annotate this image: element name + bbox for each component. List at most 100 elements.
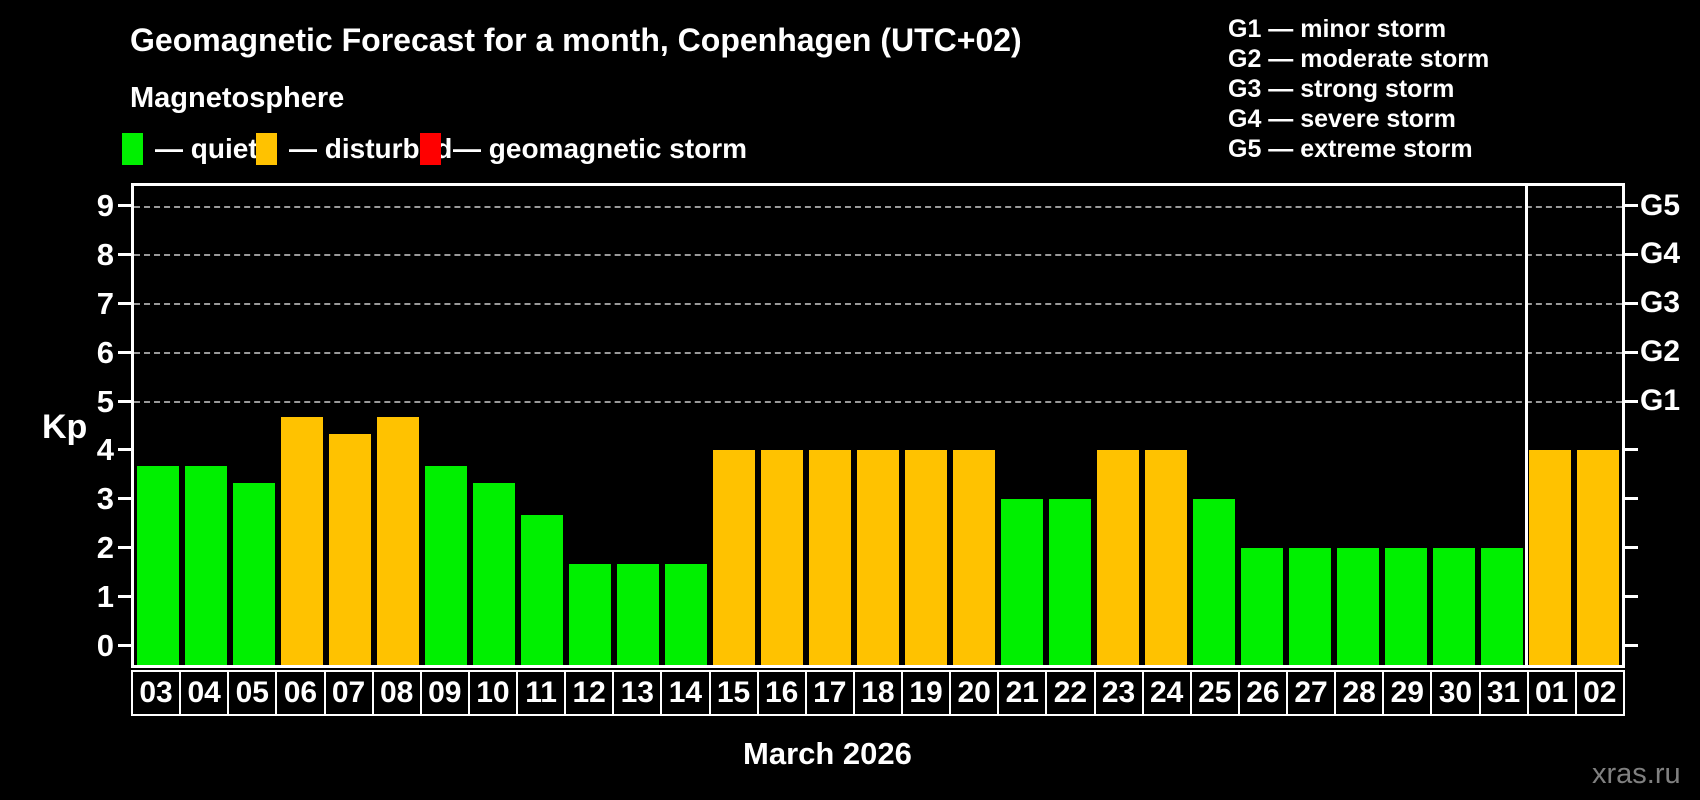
day-label-28: 28 [1334, 670, 1385, 716]
kp-bar-day-31 [1481, 547, 1523, 665]
legend-label-storm: — geomagnetic storm [453, 133, 748, 164]
gridline-kp5 [134, 401, 1622, 404]
right-tick-kp9 [1625, 204, 1638, 208]
left-tick-kp9 [118, 204, 131, 208]
right-tick-kp2 [1625, 546, 1638, 550]
g-scale-label-g5: G5 [1640, 188, 1681, 222]
gridline-kp7 [134, 303, 1622, 306]
legend-item-storm: — geomagnetic storm [420, 133, 747, 165]
right-tick-kp0 [1625, 643, 1638, 647]
y-tick-label-3: 3 [96, 481, 114, 517]
kp-bar-day-26 [1241, 547, 1283, 665]
right-tick-kp3 [1625, 497, 1638, 501]
left-tick-kp0 [118, 643, 131, 647]
y-tick-label-1: 1 [96, 579, 114, 615]
x-axis-title: March 2026 [743, 736, 912, 771]
legend-label-quiet: — quiet [155, 133, 258, 164]
y-tick-label-4: 4 [96, 432, 114, 468]
day-label-11: 11 [516, 670, 567, 716]
y-tick-label-2: 2 [96, 530, 114, 566]
day-label-31: 31 [1478, 670, 1529, 716]
kp-bar-chart: 0 1 2 3 4 5 6 7 8 9 G1 G2 G3 G4 G5 [97, 183, 1680, 668]
kp-bar-day-04 [185, 466, 227, 665]
chart-subtitle: Magnetosphere [130, 82, 345, 114]
kp-bar-day-14 [665, 563, 707, 665]
day-label-10: 10 [467, 670, 518, 716]
disturbed-color-swatch [256, 133, 277, 165]
day-label-15: 15 [708, 670, 759, 716]
day-label-03: 03 [131, 670, 182, 716]
day-label-24: 24 [1141, 670, 1192, 716]
storm-scale-g3: G3 — strong storm [1228, 75, 1455, 103]
storm-scale-g1: G1 — minor storm [1228, 15, 1447, 43]
day-label-01: 01 [1526, 670, 1577, 716]
kp-bar-day-18 [857, 449, 899, 665]
day-label-25: 25 [1189, 670, 1240, 716]
kp-bar-day-22 [1049, 498, 1091, 665]
kp-bar-day-13 [617, 563, 659, 665]
day-label-20: 20 [949, 670, 1000, 716]
g-scale-label-g4: G4 [1640, 237, 1681, 271]
chart-title: Geomagnetic Forecast for a month, Copenh… [130, 22, 1022, 58]
g-scale-label-g3: G3 [1640, 286, 1681, 320]
kp-bar-day-15 [713, 449, 755, 665]
kp-bar-day-12 [569, 563, 611, 665]
kp-bar-day-16 [761, 449, 803, 665]
day-label-26: 26 [1237, 670, 1288, 716]
kp-bar-day-25 [1193, 498, 1235, 665]
left-tick-kp2 [118, 546, 131, 550]
kp-bar-day-08 [377, 417, 419, 665]
kp-bar-day-30 [1433, 547, 1475, 665]
left-tick-kp7 [118, 301, 131, 305]
kp-bar-day-24 [1145, 449, 1187, 665]
kp-bar-day-07 [329, 433, 371, 665]
x-axis-day-labels: 03 04 05 06 07 08 09 10 11 12 13 14 15 16 17 18 19 20 21 22… [131, 670, 1625, 716]
kp-bar-day-17 [809, 449, 851, 665]
left-tick-kp1 [118, 595, 131, 599]
y-tick-label-8: 8 [96, 236, 114, 272]
day-label-30: 30 [1430, 670, 1481, 716]
day-label-22: 22 [1045, 670, 1096, 716]
right-tick-kp8 [1625, 252, 1638, 256]
kp-bar-day-19 [905, 449, 947, 665]
kp-bar-day-01 [1529, 449, 1571, 665]
storm-scale-legend: G1 — minor storm G2 — moderate storm G3 … [1228, 14, 1489, 164]
y-tick-label-6: 6 [96, 334, 114, 370]
kp-bar-day-09 [425, 466, 467, 665]
day-label-23: 23 [1093, 670, 1144, 716]
day-label-08: 08 [371, 670, 422, 716]
kp-bar-day-11 [521, 514, 563, 665]
day-label-12: 12 [564, 670, 615, 716]
left-tick-kp3 [118, 497, 131, 501]
left-tick-kp5 [118, 399, 131, 403]
left-tick-kp6 [118, 350, 131, 354]
gridline-kp9 [134, 205, 1622, 208]
day-label-02: 02 [1574, 670, 1625, 716]
plot-area: 0 1 2 3 4 5 6 7 8 9 G1 G2 G3 G4 G5 [97, 186, 1680, 665]
g-scale-label-g1: G1 [1640, 384, 1681, 418]
y-tick-label-7: 7 [96, 285, 114, 321]
g-scale-label-g2: G2 [1640, 335, 1681, 369]
y-tick-label-9: 9 [96, 188, 114, 224]
left-tick-kp4 [118, 448, 131, 452]
day-label-16: 16 [756, 670, 807, 716]
y-axis-title: Kp [42, 408, 88, 446]
day-label-19: 19 [901, 670, 952, 716]
kp-bar-day-06 [281, 417, 323, 665]
kp-bar-day-21 [1001, 498, 1043, 665]
left-tick-kp8 [118, 252, 131, 256]
right-tick-kp1 [1625, 595, 1638, 599]
storm-scale-g2: G2 — moderate storm [1228, 45, 1490, 73]
right-tick-kp5 [1625, 399, 1638, 403]
y-tick-label-0: 0 [96, 627, 114, 663]
day-label-17: 17 [804, 670, 855, 716]
day-label-29: 29 [1382, 670, 1433, 716]
kp-bar-day-28 [1337, 547, 1379, 665]
kp-bar-day-05 [233, 482, 275, 665]
storm-scale-g5: G5 — extreme storm [1228, 135, 1473, 163]
quiet-color-swatch [122, 133, 143, 165]
kp-bar-day-03 [137, 466, 179, 665]
day-label-13: 13 [612, 670, 663, 716]
gridline-kp8 [134, 254, 1622, 257]
